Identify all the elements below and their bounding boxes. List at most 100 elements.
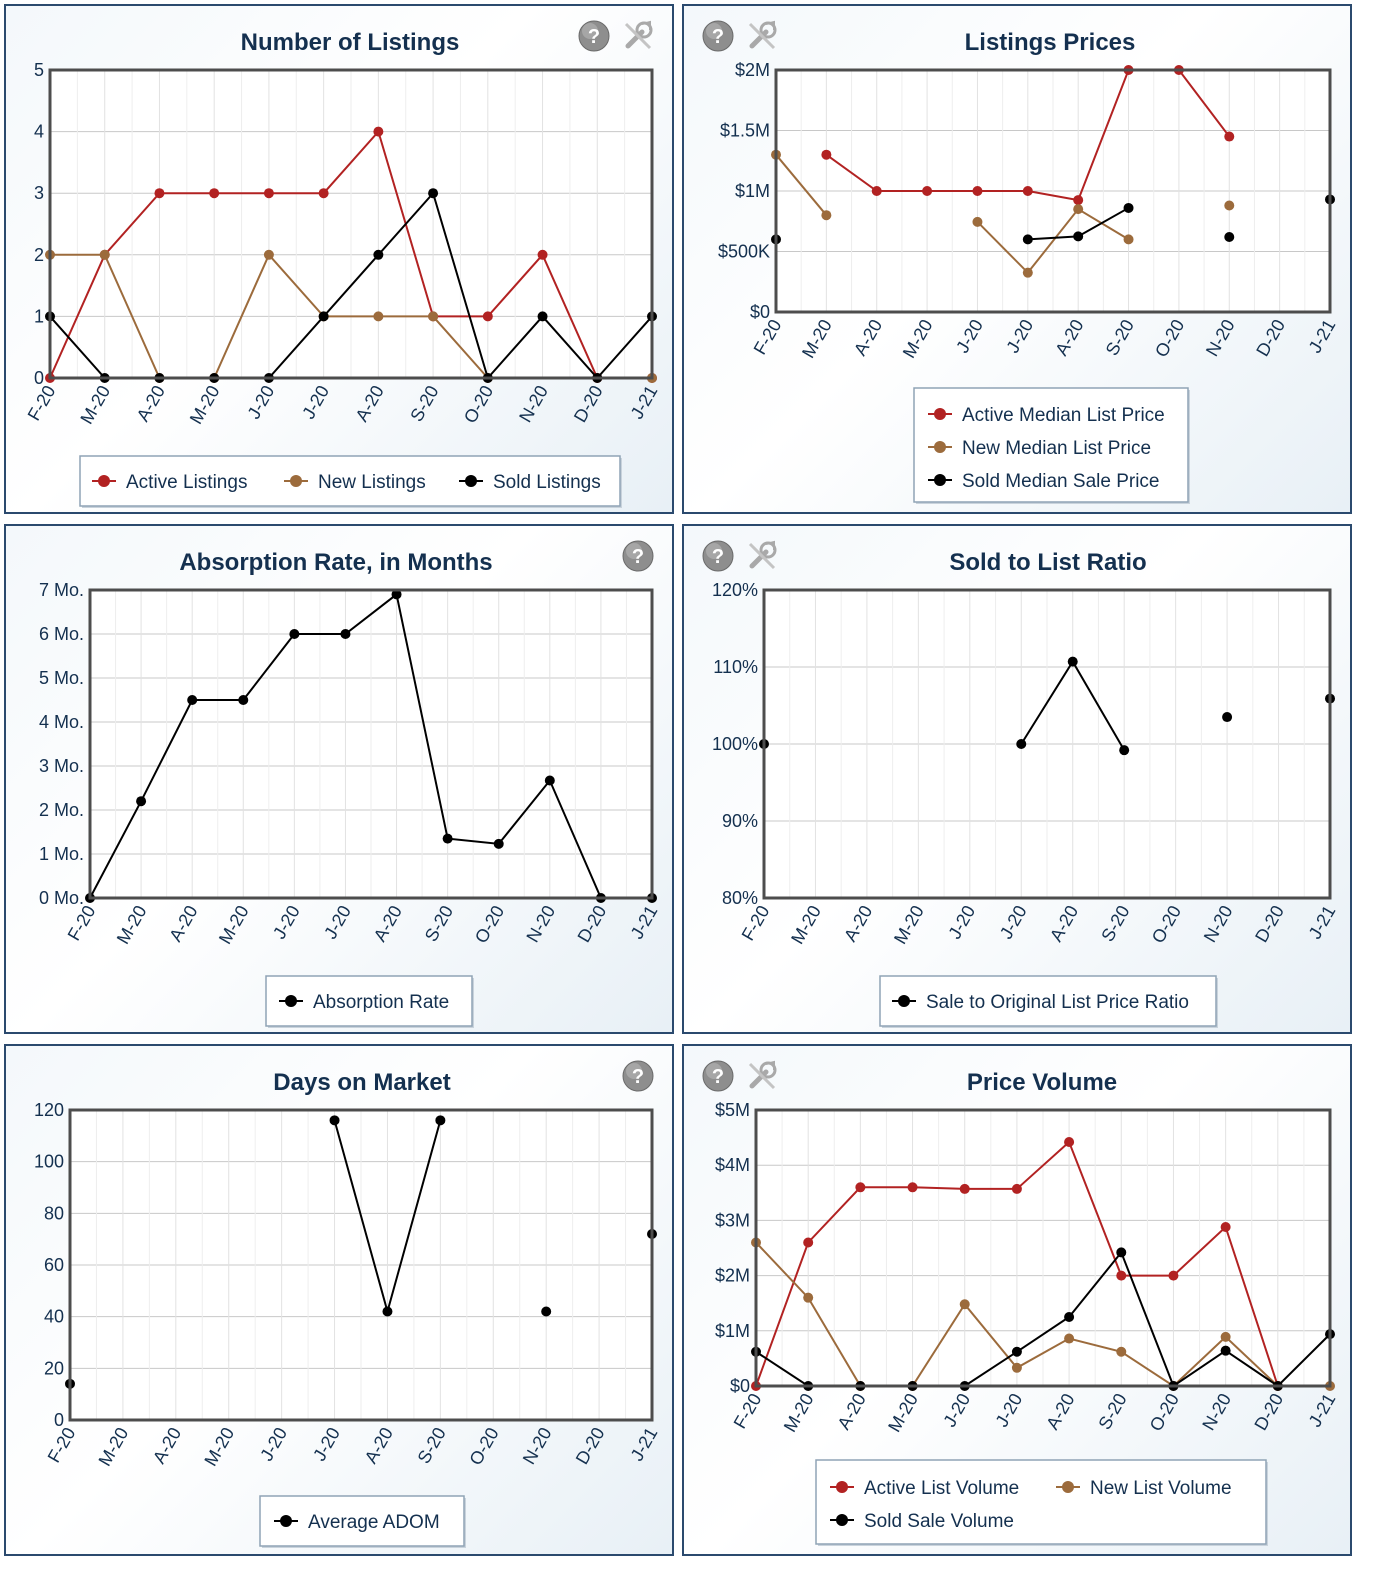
chart-panel-sold-to-list-ratio: Sold to List Ratio? 80% 90% 100% 110% 120% F-2…: [682, 524, 1352, 1034]
x-tick-label: A-20: [351, 382, 387, 425]
data-point: [289, 629, 300, 639]
data-point: [1220, 1222, 1231, 1233]
legend-label: Sold Median Sale Price: [962, 471, 1160, 492]
data-point: [1064, 1137, 1075, 1148]
legend-item[interactable]: New Listings: [284, 472, 426, 493]
help-icon[interactable]: ?: [702, 540, 734, 572]
x-tick-label: J-20: [1002, 316, 1037, 356]
x-tick-label: S-20: [1097, 902, 1133, 945]
chart-panel-price-volume: Price Volume? $0 $1M $2M $3M $4M $5M F-20 M-20 A-…: [682, 1044, 1352, 1556]
wrench-icon[interactable]: [748, 1060, 777, 1090]
data-point: [1022, 234, 1033, 245]
legend-item[interactable]: New Median List Price: [928, 438, 1151, 459]
x-tick-label: A-20: [1046, 902, 1082, 945]
legend-item[interactable]: Active List Volume: [830, 1478, 1019, 1499]
y-tick-label: 4: [34, 122, 44, 142]
legend-item[interactable]: Sold Listings: [459, 472, 601, 493]
data-point: [821, 210, 832, 221]
legend-item[interactable]: Active Listings: [92, 472, 247, 493]
legend-label: New Listings: [318, 472, 426, 493]
chart-listings-prices: Listings Prices? $0 $500K $1M $1.5M $2M F-20 M-…: [702, 20, 1339, 504]
help-icon[interactable]: ?: [702, 1060, 734, 1092]
x-tick-label: A-20: [149, 1424, 185, 1467]
legend: Absorption Rate: [265, 975, 474, 1028]
y-tick-label: 110%: [713, 657, 758, 677]
x-tick-label: F-20: [738, 902, 774, 944]
data-point: [544, 775, 555, 786]
y-tick-label: $1.5M: [720, 121, 770, 141]
data-point: [442, 833, 453, 844]
x-tick-label: J-21: [627, 382, 662, 422]
x-tick-label: D-20: [1251, 902, 1288, 946]
y-tick-label: 2 Mo.: [39, 800, 84, 820]
legend-item[interactable]: Sold Sale Volume: [830, 1511, 1014, 1532]
x-tick-label: A-20: [850, 316, 886, 359]
data-point: [1123, 234, 1134, 245]
data-point: [136, 796, 147, 807]
x-tick-label: M-20: [890, 902, 928, 948]
data-point: [373, 249, 384, 260]
x-tick-label: D-20: [1252, 316, 1289, 360]
x-tick-label: M-20: [215, 902, 253, 948]
legend-item[interactable]: Sale to Original List Price Ratio: [892, 992, 1189, 1013]
data-point: [803, 1292, 814, 1303]
wrench-icon[interactable]: [748, 20, 777, 50]
x-tick-label: D-20: [572, 1424, 609, 1468]
x-tick-label: A-20: [165, 902, 201, 945]
x-tick-label: M-20: [113, 902, 151, 948]
series-new-median-list-price: [771, 149, 1235, 278]
data-point: [959, 1299, 970, 1310]
data-point: [1011, 1362, 1022, 1373]
x-tick-label: J-20: [269, 902, 304, 942]
y-tick-label: 40: [44, 1307, 64, 1327]
data-point: [537, 311, 548, 322]
x-tick-label: M-20: [200, 1424, 238, 1470]
data-point: [435, 1115, 446, 1126]
x-tick-label: A-20: [370, 902, 406, 945]
data-point: [373, 311, 384, 322]
y-tick-label: $4M: [715, 1155, 750, 1175]
y-tick-label: $2M: [715, 1266, 750, 1286]
legend: Active Listings New Listings Sold Listings: [79, 455, 622, 508]
chart-title: Sold to List Ratio: [949, 549, 1146, 576]
legend-item[interactable]: Absorption Rate: [279, 992, 449, 1013]
legend-label: Sold Listings: [493, 472, 601, 493]
help-icon[interactable]: ?: [702, 20, 734, 52]
chart-days-on-market: Days on Market ? 0 20 40 60 80 100 120 F-20 M-20 A-…: [34, 1060, 661, 1548]
x-tick-label: A-20: [833, 1390, 869, 1433]
help-icon[interactable]: ?: [622, 1060, 654, 1092]
data-point: [318, 311, 329, 322]
y-tick-label: 120: [34, 1100, 64, 1120]
data-point: [871, 186, 882, 196]
legend-label: New List Volume: [1090, 1478, 1232, 1499]
x-tick-label: A-20: [1042, 1390, 1078, 1433]
data-point: [373, 126, 384, 137]
x-tick-label: M-20: [95, 1424, 133, 1470]
legend-item[interactable]: New List Volume: [1056, 1478, 1232, 1499]
series-line: [976, 207, 1130, 275]
data-point: [1220, 1345, 1231, 1356]
x-tick-label: S-20: [1094, 1390, 1130, 1433]
legend-item[interactable]: Active Median List Price: [928, 405, 1165, 426]
svg-text:?: ?: [712, 1066, 724, 1088]
help-icon[interactable]: ?: [578, 20, 610, 52]
data-point: [209, 188, 220, 199]
x-tick-label: O-20: [465, 1424, 502, 1469]
x-tick-label: M-20: [787, 902, 825, 948]
legend-item[interactable]: Sold Median Sale Price: [928, 471, 1160, 492]
y-tick-label: 80: [44, 1203, 64, 1223]
series-sale-to-original-list-price-ratio: [759, 656, 1335, 756]
help-icon[interactable]: ?: [622, 540, 654, 572]
y-tick-label: 1: [34, 306, 44, 326]
chart-price-volume: Price Volume? $0 $1M $2M $3M $4M $5M F-20 M-20 A-…: [702, 1060, 1339, 1546]
wrench-icon[interactable]: [748, 540, 777, 570]
wrench-icon[interactable]: [624, 20, 653, 50]
legend-label: Sold Sale Volume: [864, 1511, 1014, 1532]
y-tick-label: 0 Mo.: [39, 888, 84, 908]
legend-item[interactable]: Average ADOM: [274, 1512, 440, 1533]
series-average-adom: [65, 1115, 657, 1389]
legend: Active Median List Price New Median List …: [913, 387, 1190, 504]
data-point: [428, 311, 439, 322]
data-point: [1116, 1247, 1127, 1258]
x-tick-label: O-20: [1146, 1390, 1183, 1435]
